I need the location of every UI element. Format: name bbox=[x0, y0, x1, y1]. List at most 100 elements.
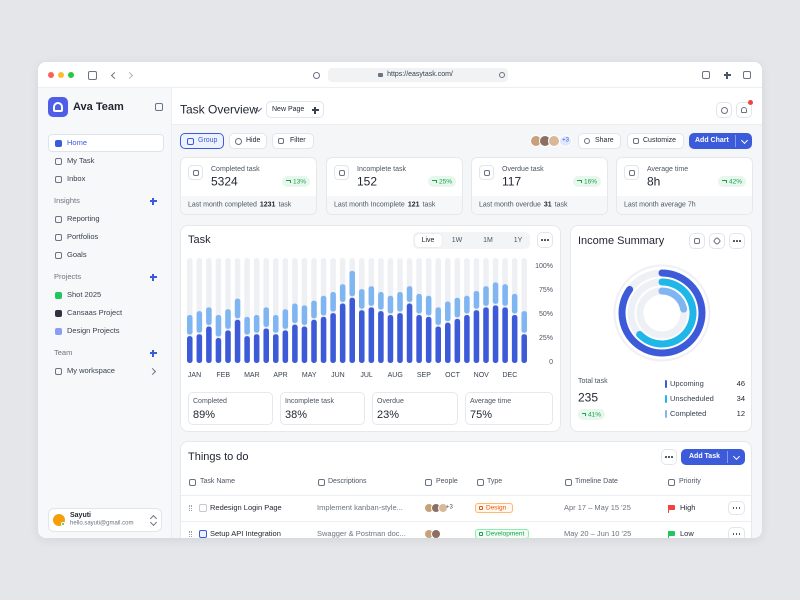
icon bbox=[192, 169, 199, 176]
drag-handle bbox=[191, 531, 193, 537]
dot bbox=[732, 533, 735, 535]
group-button[interactable] bbox=[180, 133, 224, 149]
people-more-label: +3 bbox=[562, 137, 569, 144]
stat-value: 117 bbox=[502, 174, 522, 189]
icon bbox=[54, 215, 62, 223]
nav-item[interactable] bbox=[48, 170, 164, 188]
dot bbox=[544, 239, 546, 241]
x-tick-label: OCT bbox=[445, 372, 460, 380]
dot bbox=[732, 507, 735, 509]
legend-marker bbox=[665, 410, 667, 418]
column-header: People bbox=[436, 478, 458, 486]
dot bbox=[541, 239, 543, 241]
new-page-button[interactable] bbox=[266, 101, 324, 118]
nav-active[interactable] bbox=[48, 134, 164, 152]
task-name: Redesign Login Page bbox=[210, 502, 282, 512]
total-change: 41% bbox=[588, 410, 602, 418]
icon bbox=[476, 478, 484, 486]
footer-part: Last month average 7h bbox=[624, 201, 696, 209]
url-bar bbox=[328, 68, 508, 82]
nav-item[interactable] bbox=[48, 246, 164, 264]
stat-footer bbox=[327, 196, 462, 214]
nav-item[interactable] bbox=[48, 210, 164, 228]
footer-part: task bbox=[422, 201, 436, 209]
plus-icon bbox=[152, 197, 154, 205]
add-chart-button[interactable] bbox=[689, 133, 752, 149]
project-icon bbox=[54, 309, 62, 317]
dot bbox=[735, 533, 738, 535]
legend-marker bbox=[665, 380, 667, 388]
separator bbox=[735, 135, 736, 147]
x-tick-label: JUN bbox=[331, 372, 345, 380]
icon bbox=[278, 138, 284, 144]
summary-box bbox=[188, 392, 273, 425]
icon bbox=[628, 169, 635, 176]
button-label: Filter bbox=[290, 137, 306, 145]
stat-footer bbox=[472, 196, 607, 214]
x-tick-label: NOV bbox=[473, 372, 489, 380]
stat-label: Completed task bbox=[211, 166, 260, 174]
nav-label: Home bbox=[67, 137, 88, 147]
flag bbox=[668, 530, 675, 536]
footer-part: 121 bbox=[407, 201, 420, 209]
stat-value: 5324 bbox=[211, 174, 238, 189]
dot bbox=[735, 507, 738, 509]
summary-label: Overdue bbox=[377, 398, 404, 406]
total-label: Total task bbox=[578, 378, 608, 386]
share-button[interactable] bbox=[578, 133, 621, 149]
legend-value: 46 bbox=[736, 378, 745, 388]
notification-dot bbox=[748, 100, 753, 105]
stat-value: 152 bbox=[357, 174, 378, 189]
checkbox[interactable] bbox=[199, 504, 207, 512]
stat-icon-box bbox=[334, 165, 349, 180]
column-header: Priority bbox=[679, 478, 701, 486]
x-tick-label: MAY bbox=[301, 372, 317, 380]
stat-value: 8h bbox=[647, 174, 661, 189]
dot bbox=[736, 240, 738, 242]
stat-change: 16% bbox=[584, 177, 598, 185]
expand-button[interactable] bbox=[689, 233, 705, 249]
edit-button[interactable] bbox=[709, 233, 725, 249]
icon bbox=[424, 478, 432, 486]
stat-label: Average time bbox=[647, 166, 689, 174]
timeline: May 20 – Jun 10 '25 bbox=[564, 528, 632, 538]
nav-item[interactable] bbox=[48, 152, 164, 170]
tab-label: 1Y bbox=[513, 236, 523, 244]
dot bbox=[668, 456, 670, 458]
user-card[interactable] bbox=[48, 508, 162, 532]
add-task-button[interactable] bbox=[681, 449, 745, 465]
summary-box bbox=[465, 392, 553, 425]
footer-part: Last month Incomplete bbox=[334, 201, 405, 209]
column-header: Type bbox=[487, 478, 503, 486]
flag bbox=[668, 504, 675, 510]
change-pill bbox=[428, 176, 456, 187]
stat-footer-text: Last month overdue 31 task bbox=[479, 202, 568, 209]
nav-label: My Task bbox=[67, 155, 95, 165]
stat-footer bbox=[181, 196, 316, 214]
plus-icon bbox=[152, 349, 154, 357]
summary-label: Incomplete task bbox=[285, 398, 335, 406]
nav-item[interactable] bbox=[48, 228, 164, 246]
x-tick-label: FEB bbox=[216, 372, 231, 380]
user-name: Sayuti bbox=[70, 511, 92, 519]
stat-footer-text: Last month completed 1231 task bbox=[188, 202, 291, 209]
customize-button[interactable] bbox=[627, 133, 684, 149]
window-dot bbox=[58, 72, 64, 78]
dot bbox=[733, 240, 735, 242]
window-dot bbox=[48, 72, 54, 78]
nav-item[interactable] bbox=[48, 286, 164, 304]
hide-button[interactable] bbox=[229, 133, 267, 149]
trend-icon bbox=[582, 413, 586, 416]
filter-button[interactable] bbox=[272, 133, 314, 149]
row-more-button[interactable] bbox=[728, 527, 745, 538]
dot bbox=[738, 533, 741, 535]
footer-part: task bbox=[554, 201, 568, 209]
checkbox[interactable] bbox=[199, 530, 207, 538]
icon bbox=[312, 71, 320, 79]
icon bbox=[633, 138, 639, 144]
stat-icon-box bbox=[624, 165, 639, 180]
icon bbox=[743, 71, 751, 79]
type-icon bbox=[479, 506, 483, 510]
x-tick-label: SEP bbox=[416, 372, 431, 380]
